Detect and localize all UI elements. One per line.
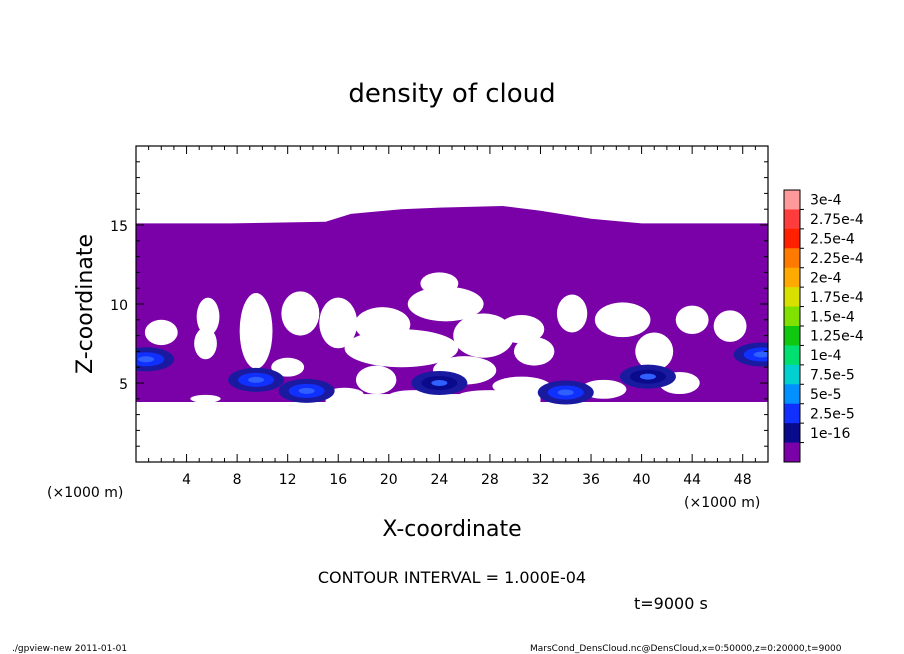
clear-region-3 [239, 292, 273, 369]
clear-region-11 [498, 315, 545, 344]
colorbar-label: 2.5e-5 [810, 406, 855, 422]
colorbar-label: 1e-16 [810, 426, 850, 442]
x-tick-label: 36 [582, 472, 600, 488]
clear-region-26 [190, 394, 221, 403]
colorbar-swatch [784, 306, 800, 327]
colorbar-swatch [784, 190, 800, 210]
colorbar-swatch [784, 287, 800, 308]
colorbar-label: 7.5e-5 [810, 368, 855, 384]
x-ticks: 4 8 12 16 20 24 28 32 36 40 44 48 [148, 146, 756, 488]
colorbar-label: 1e-4 [810, 348, 842, 364]
y-tick-label: 10 [110, 298, 128, 314]
colorbar: 3e-4 2.75e-4 2.5e-4 2.25e-4 2e-4 1.75e-4 1.5e-… [783, 189, 864, 463]
clear-region-10 [453, 313, 514, 358]
core-inner-0 [138, 356, 155, 363]
clear-region-21 [271, 357, 305, 377]
clear-region-5 [319, 297, 358, 349]
colorbar-swatch [784, 248, 800, 269]
colorbar-label: 5e-5 [810, 387, 841, 403]
colorbar-label: 3e-4 [810, 193, 842, 209]
colorbar-swatch [784, 267, 800, 288]
colorbar-label: 1.75e-4 [810, 290, 864, 306]
clear-region-7 [354, 307, 411, 342]
colorbar-label: 2.75e-4 [810, 212, 864, 228]
x-tick-label: 20 [380, 472, 398, 488]
x-tick-label: 28 [481, 472, 499, 488]
clear-region-0 [144, 319, 178, 346]
colorbar-swatch [784, 442, 800, 463]
core-inner-2 [298, 387, 315, 394]
clear-region-12 [513, 337, 555, 366]
x-axis-label: X-coordinate [382, 517, 521, 542]
x-tick-label: 16 [329, 472, 347, 488]
core-inner-4 [431, 380, 448, 386]
colorbar-label: 2.25e-4 [810, 251, 864, 267]
colorbar-swatch [784, 209, 800, 230]
clear-region-1 [196, 297, 220, 336]
colorbar-label: 1.25e-4 [810, 329, 864, 345]
core-inner-6 [753, 351, 768, 358]
x-tick-label: 32 [532, 472, 550, 488]
footer-left: ./gpview-new 2011-01-01 [12, 644, 127, 654]
clear-region-4 [281, 291, 320, 336]
x-tick-label: 24 [430, 472, 448, 488]
clear-region-8 [407, 286, 484, 322]
y-ticks: 5 10 15 [110, 161, 768, 447]
clear-region-16 [675, 305, 709, 335]
footer-right: MarsCond_DensCloud.nc@DensCloud,x=0:5000… [530, 644, 842, 654]
colorbar-swatch [784, 403, 800, 424]
x-tick-label: 40 [633, 472, 651, 488]
colorbar-swatch [784, 384, 800, 405]
y-axis-label: Z-coordinate [73, 234, 98, 374]
clear-region-13 [556, 294, 588, 333]
core-inner-3 [557, 389, 574, 396]
colorbar-label: 2.5e-4 [810, 232, 855, 248]
colorbar-swatch [784, 423, 800, 444]
colorbar-label: 1.5e-4 [810, 309, 855, 325]
contour-interval: CONTOUR INTERVAL = 1.000E-04 [318, 568, 586, 587]
clear-region-2 [194, 327, 217, 360]
clear-region-19 [355, 365, 397, 395]
colorbar-label: 2e-4 [810, 270, 842, 286]
x-tick-label: 48 [734, 472, 752, 488]
clear-region-17 [713, 310, 747, 342]
y-tick-label: 5 [119, 377, 128, 393]
x-tick-label: 4 [182, 472, 191, 488]
clear-region-9 [420, 272, 459, 295]
z-unit-label: (×1000 m) [47, 485, 123, 501]
cloud-field [136, 206, 768, 405]
clear-region-14 [594, 302, 651, 338]
clear-lower-band [325, 394, 541, 403]
colorbar-swatch [784, 326, 800, 346]
colorbar-swatch [784, 364, 800, 385]
time-label: t=9000 s [634, 594, 708, 613]
x-tick-label: 8 [233, 472, 242, 488]
colorbar-swatch [784, 345, 800, 366]
x-tick-label: 44 [683, 472, 701, 488]
x-tick-label: 12 [279, 472, 297, 488]
colorbar-swatch [784, 228, 800, 249]
core-inner-1 [248, 376, 265, 383]
y-tick-label: 15 [110, 219, 128, 235]
x-unit-label: (×1000 m) [684, 495, 760, 511]
core-inner-5 [639, 373, 656, 380]
chart-title: density of cloud [348, 79, 555, 109]
clear-region-20 [492, 376, 551, 396]
clear-region-15 [635, 332, 674, 371]
